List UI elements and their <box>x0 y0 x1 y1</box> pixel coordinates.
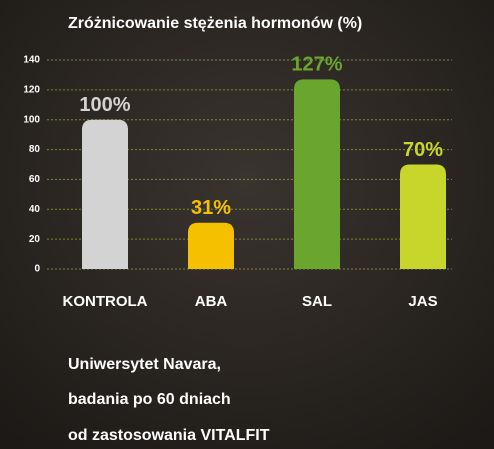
x-tick-label: ABA <box>195 293 228 310</box>
footer-line: od zastosowania VITALFIT <box>68 427 270 444</box>
x-tick-label: SAL <box>302 293 332 310</box>
bar <box>400 164 446 269</box>
footer-line: Uniwersytet Navara, <box>68 356 221 373</box>
y-tick-label: 0 <box>34 264 40 275</box>
value-label: 70% <box>403 139 443 161</box>
y-tick-label: 60 <box>29 174 41 185</box>
y-tick-label: 40 <box>29 204 41 215</box>
y-tick-label: 20 <box>29 234 41 245</box>
bar <box>294 79 340 270</box>
chart-title: Zróżnicowanie stężenia hormonów (%) <box>68 15 362 32</box>
y-tick-label: 120 <box>23 84 40 95</box>
value-label: 100% <box>79 94 130 116</box>
y-tick-label: 80 <box>29 144 41 155</box>
value-label: 127% <box>291 54 342 76</box>
bar <box>82 119 128 269</box>
y-tick-label: 140 <box>23 55 40 66</box>
footer-line: badania po 60 dniach <box>68 391 231 408</box>
y-tick-label: 100 <box>23 114 40 125</box>
x-tick-label: JAS <box>408 293 437 310</box>
value-label: 31% <box>191 197 231 219</box>
bar <box>188 222 234 269</box>
x-tick-label: KONTROLA <box>63 293 148 310</box>
